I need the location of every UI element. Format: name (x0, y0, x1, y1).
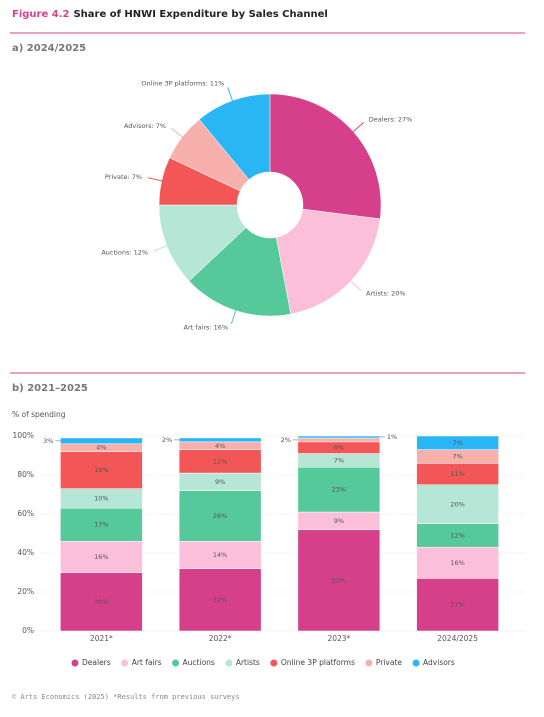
slice-label: Auctions: 12% (101, 248, 148, 256)
legend-marker (71, 659, 79, 667)
value-label: 6% (334, 444, 344, 452)
chart-subtitle: b) 2021–2025 (12, 383, 88, 394)
y-tick-label: 60% (17, 509, 34, 518)
bar-segment (297, 466, 381, 513)
value-label: 16% (94, 553, 108, 561)
bar-segment (416, 578, 499, 632)
value-label: 11% (450, 470, 464, 478)
value-label: 16% (450, 559, 464, 567)
slice-label: Private: 7% (105, 173, 142, 181)
value-label: 23% (332, 486, 346, 494)
slice-label: Online 3P platforms: 11% (141, 80, 224, 88)
value-label: 3% (43, 437, 53, 445)
bar-segment (416, 435, 499, 450)
value-label: 14% (213, 551, 227, 559)
legend-label: Art fairs (132, 658, 162, 667)
value-label: 9% (215, 478, 225, 486)
leader-line (346, 276, 362, 291)
y-tick-label: 0% (22, 626, 34, 635)
pie-slice (269, 93, 382, 220)
value-label: 27% (450, 601, 464, 609)
bar-segment (297, 437, 381, 443)
value-label: 2% (281, 436, 291, 444)
leader-line (348, 121, 365, 136)
figure-title-text: Share of HNWI Expenditure by Sales Chann… (73, 9, 327, 20)
value-label: 9% (334, 517, 344, 525)
value-label: 17% (94, 521, 108, 529)
legend-label: Online 3P platforms (281, 658, 355, 667)
bar-segment (60, 507, 143, 542)
y-tick-label: 40% (17, 548, 34, 557)
legend-label: Private (376, 658, 403, 667)
value-label: 26% (213, 512, 227, 520)
value-label: 2% (162, 436, 172, 444)
bar-segment (60, 437, 143, 445)
footer: © Arts Economics (2025) *Results from pr… (12, 693, 240, 701)
slice-label: Art fairs: 16% (184, 324, 229, 332)
bar-segment (297, 529, 381, 632)
value-label: 7% (334, 456, 344, 464)
legend-marker (270, 659, 278, 667)
y-tick-label: 80% (17, 470, 34, 479)
x-tick-label: 2024/2025 (437, 634, 478, 643)
legend-label: Advisors (423, 658, 455, 667)
figure-title: Figure 4.2 Share of HNWI Expenditure by S… (12, 9, 328, 20)
bar-segment (60, 541, 143, 573)
leader-line (147, 177, 168, 183)
legend-marker (121, 659, 129, 667)
bar-segment (416, 546, 499, 579)
legend-marker (412, 659, 420, 667)
value-label: 30% (94, 598, 108, 606)
value-label: 7% (452, 439, 462, 447)
value-label: 19% (94, 466, 108, 474)
value-label: 7% (452, 452, 462, 460)
value-label: 1% (387, 433, 397, 441)
x-tick-label: 2021* (90, 634, 113, 643)
value-label: 32% (213, 596, 227, 604)
bar-segment (297, 435, 381, 439)
slice-label: Artists: 20% (366, 289, 406, 297)
legend-marker (365, 659, 373, 667)
bar-segment (60, 451, 143, 489)
bar-segment (178, 568, 262, 632)
pie-slice (198, 93, 271, 180)
legend-label: Dealers (82, 658, 111, 667)
pie-slice (275, 208, 381, 315)
y-tick-label: 20% (17, 587, 34, 596)
leader-line (227, 87, 235, 107)
value-label: 4% (96, 444, 106, 452)
y-axis-title: % of spending (12, 410, 66, 419)
slice-label: Advisors: 7% (124, 122, 166, 130)
value-label: 52% (332, 576, 346, 584)
value-label: 4% (215, 442, 225, 450)
legend-label: Auctions (183, 658, 215, 667)
value-label: 20% (450, 500, 464, 508)
leader-line (153, 243, 173, 252)
bar-segment (178, 490, 262, 542)
bar-segment (416, 484, 499, 524)
value-label: 10% (94, 494, 108, 502)
chart-subtitle: a) 2024/2025 (12, 43, 86, 54)
figure-number: Figure 4.2 (12, 9, 69, 20)
value-label: 12% (213, 457, 227, 465)
bar-segment (60, 572, 143, 632)
y-tick-label: 100% (13, 431, 34, 440)
value-label: 12% (450, 531, 464, 539)
x-tick-label: 2022* (209, 634, 232, 643)
pie-slice (188, 227, 292, 317)
slice-label: Dealers: 27% (369, 116, 413, 124)
bar-segment (178, 437, 262, 443)
leader-line (170, 127, 188, 142)
leader-line (230, 304, 239, 325)
legend-marker (225, 659, 233, 667)
legend-label: Artists (236, 658, 260, 667)
x-tick-label: 2023* (327, 634, 350, 643)
legend-marker (172, 659, 180, 667)
